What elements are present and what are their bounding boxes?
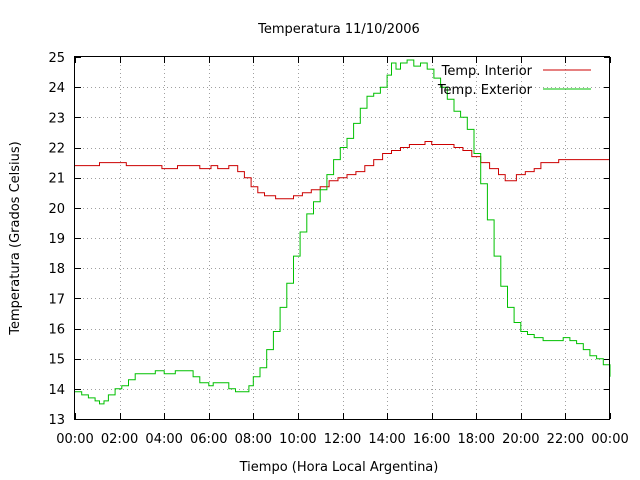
x-tick-label: 00:00 — [56, 432, 93, 447]
series-line-interior — [75, 142, 610, 199]
grid — [75, 57, 610, 419]
y-tick-label: 22 — [48, 142, 65, 157]
y-tick-label: 25 — [48, 51, 65, 66]
plot-area — [75, 60, 610, 404]
y-tick-label: 18 — [48, 262, 65, 277]
legend-label: Temp. Exterior — [437, 83, 533, 98]
y-tick-label: 14 — [48, 383, 65, 398]
x-tick-label: 10:00 — [279, 432, 316, 447]
axis-ticks: 13 14 15 16 17 18 19 20 21 22 23 24 25 00:00 02:00 04:0… — [48, 51, 628, 447]
series-line-exterior — [75, 60, 610, 404]
y-tick-label: 16 — [48, 323, 65, 338]
y-tick-label: 23 — [48, 111, 65, 126]
x-tick-label: 00:00 — [591, 432, 628, 447]
y-tick-label: 21 — [48, 172, 65, 187]
x-tick-label: 02:00 — [101, 432, 138, 447]
x-tick-label: 04:00 — [145, 432, 182, 447]
legend: Temp. Interior Temp. Exterior — [437, 64, 591, 98]
x-tick-label: 06:00 — [190, 432, 227, 447]
chart-title: Temperatura 11/10/2006 — [257, 22, 420, 37]
x-tick-label: 12:00 — [324, 432, 361, 447]
y-tick-label: 13 — [48, 413, 65, 428]
y-tick-label: 20 — [48, 202, 65, 217]
legend-label: Temp. Interior — [441, 64, 533, 79]
y-tick-label: 19 — [48, 232, 65, 247]
x-axis-label: Tiempo (Hora Local Argentina) — [239, 460, 439, 475]
y-axis-label: Temperatura (Grados Celsius) — [8, 141, 23, 335]
y-tick-label: 17 — [48, 292, 65, 307]
plot-frame — [75, 57, 610, 420]
x-tick-label: 16:00 — [413, 432, 450, 447]
x-tick-label: 22:00 — [547, 432, 584, 447]
x-tick-label: 20:00 — [502, 432, 539, 447]
x-tick-label: 18:00 — [458, 432, 495, 447]
x-tick-label: 08:00 — [235, 432, 272, 447]
x-tick-label: 14:00 — [368, 432, 405, 447]
y-tick-label: 24 — [48, 81, 65, 96]
y-tick-label: 15 — [48, 353, 65, 368]
